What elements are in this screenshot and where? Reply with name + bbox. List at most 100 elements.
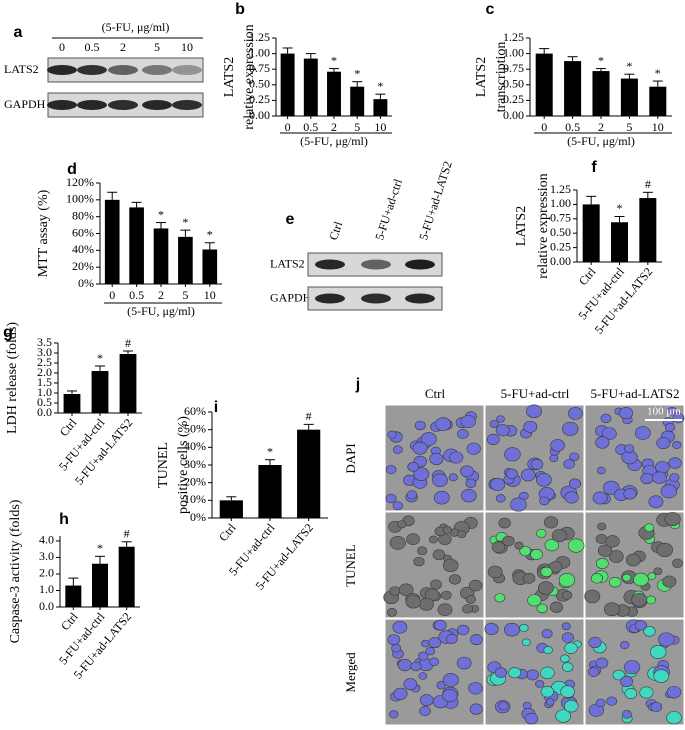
lane-label: Ctrl: [326, 219, 345, 242]
x-tick-label: 0: [541, 120, 547, 134]
cell: [527, 594, 542, 607]
bar: [297, 429, 321, 518]
y-tick-label: 0.50: [503, 77, 524, 91]
bar: [535, 53, 553, 116]
cell: [647, 572, 657, 580]
cell: [498, 517, 511, 529]
blot-band: [47, 100, 77, 110]
row-label: TUNEL: [343, 544, 358, 587]
bar: [258, 465, 282, 518]
cell: [521, 638, 531, 647]
cell: [588, 667, 600, 677]
cell: [664, 423, 676, 432]
cell: [564, 491, 579, 504]
significance-mark: *: [97, 541, 103, 555]
x-tick-label: Ctrl: [576, 264, 599, 288]
cell: [560, 654, 570, 663]
y-axis-label: TUNEL: [156, 442, 171, 488]
y-tick-label: 2.5: [37, 355, 52, 369]
cell: [568, 478, 581, 489]
bar: [178, 236, 193, 284]
panel-label: i: [214, 399, 218, 416]
bar: [92, 563, 108, 607]
bar: [153, 228, 169, 284]
y-tick-label: 40%: [72, 242, 94, 256]
bar: [202, 249, 218, 284]
cell: [419, 694, 434, 707]
significance-mark: #: [125, 336, 131, 350]
cell: [666, 685, 682, 699]
cell: [441, 590, 452, 600]
cell: [640, 473, 654, 485]
cell: [631, 592, 648, 607]
cell: [413, 467, 430, 481]
cell: [495, 424, 510, 437]
significance-mark: *: [97, 351, 103, 365]
cell: [418, 672, 428, 680]
cell: [442, 688, 458, 703]
cell: [442, 526, 452, 534]
y-tick-label: 20%: [72, 259, 94, 273]
cell: [623, 488, 637, 500]
y-tick-label: 20%: [184, 474, 206, 488]
cell: [406, 490, 418, 500]
bar: [91, 371, 109, 413]
cell: [442, 558, 459, 573]
bar: [280, 53, 295, 116]
cell: [639, 686, 654, 699]
y-tick-label: 10%: [184, 492, 206, 506]
x-tick-label: 2: [598, 120, 604, 134]
cell: [561, 622, 571, 631]
row-label: GAPDH: [270, 290, 312, 304]
cell: [590, 573, 603, 584]
y-axis-label: transcription: [494, 42, 509, 113]
cell: [448, 473, 458, 482]
cell: [498, 701, 509, 711]
cell: [535, 473, 552, 487]
y-tick-label: 0.00: [550, 254, 571, 268]
y-tick-label: 0%: [190, 510, 206, 524]
cell: [645, 595, 656, 605]
cell: [419, 706, 431, 717]
cell: [604, 602, 621, 617]
y-tick-label: 4.0: [39, 533, 54, 547]
cell: [469, 703, 483, 715]
cell: [567, 538, 585, 553]
bar: [65, 585, 82, 607]
cell: [536, 528, 547, 538]
cell: [544, 538, 559, 552]
cell: [389, 535, 406, 550]
cell: [555, 709, 572, 723]
cell: [514, 541, 524, 550]
cell: [660, 484, 678, 499]
blot-band: [315, 259, 345, 270]
cell: [457, 624, 470, 636]
y-tick-label: 3.0: [39, 549, 54, 563]
cell: [605, 535, 620, 548]
y-tick-label: 40%: [184, 439, 206, 453]
cell: [543, 516, 559, 529]
cell: [490, 477, 506, 491]
cell: [417, 546, 428, 556]
blot-band: [142, 65, 172, 75]
cell: [429, 657, 440, 667]
cell: [662, 575, 677, 588]
row-label: GAPDH: [4, 97, 46, 111]
cell: [563, 459, 575, 469]
cell: [549, 601, 564, 613]
y-axis-label: LATS2: [474, 57, 489, 97]
cell: [489, 419, 499, 428]
x-tick-label: 5: [626, 120, 632, 134]
bar: [582, 204, 600, 262]
cell: [524, 712, 539, 725]
bar: [118, 546, 135, 607]
cell: [540, 666, 555, 680]
cell: [449, 451, 464, 464]
panel-label: c: [486, 1, 495, 18]
cell: [649, 644, 667, 660]
y-tick-label: 0.50: [249, 77, 270, 91]
cell: [588, 636, 602, 649]
cell: [584, 589, 601, 604]
cell: [421, 639, 430, 648]
y-tick-label: 0.25: [503, 92, 524, 106]
